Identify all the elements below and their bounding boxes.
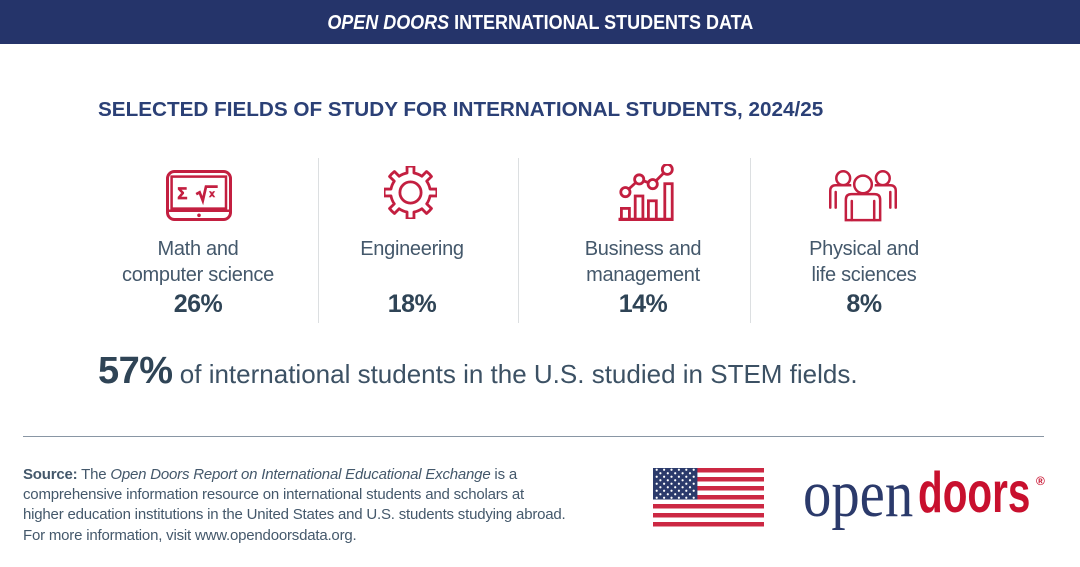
svg-text:x: x [209, 189, 215, 200]
svg-text:Σ: Σ [177, 185, 187, 203]
